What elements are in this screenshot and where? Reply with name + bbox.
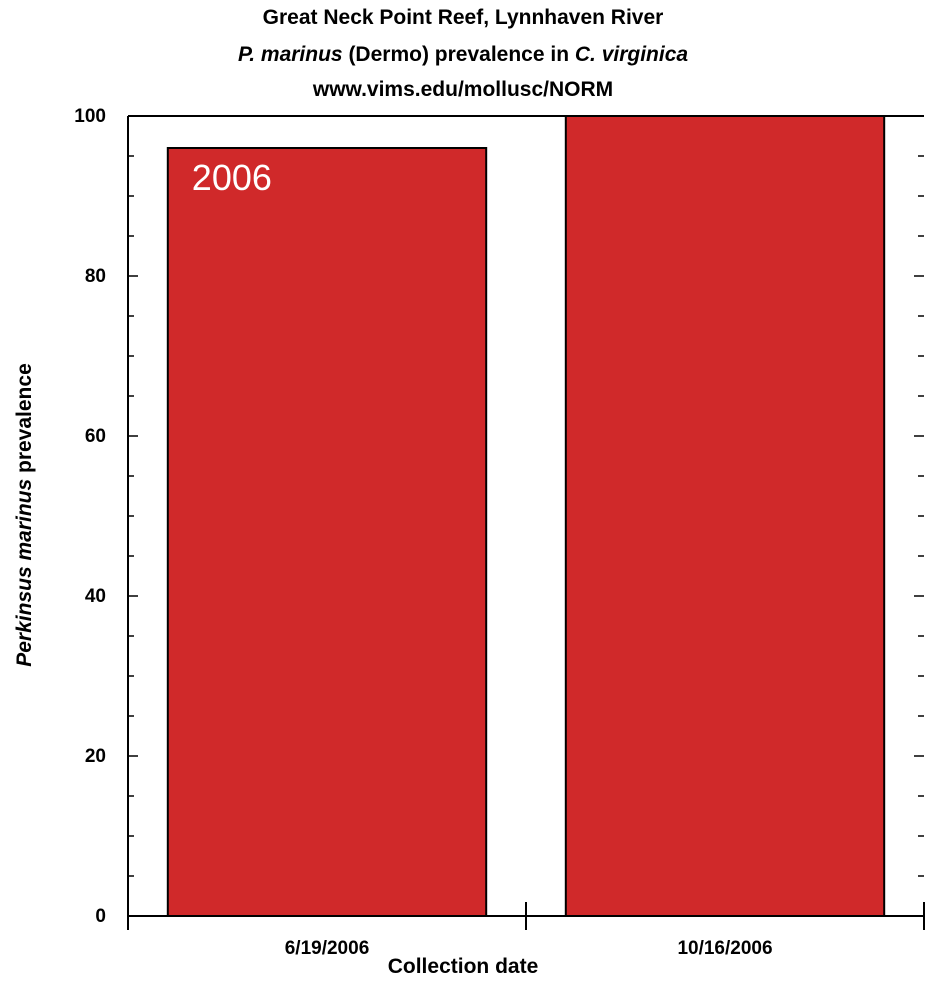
chart-title-line-1: Great Neck Point Reef, Lynnhaven River [262,6,664,29]
title-species-italic: P. marinus [237,43,343,66]
x-tick-label: 6/19/2006 [285,938,370,959]
x-axis-label: Collection date [387,955,539,978]
chart-title-line-2: P. marinus (Dermo) prevalence in C. virg… [0,43,926,67]
title-host-italic: C. virginica [574,43,689,66]
bar [166,147,488,917]
x-tick-label: 10/16/2006 [677,938,772,959]
y-tick-label: 40 [85,586,106,607]
chart-title-line-3: www.vims.edu/mollusc/NORM [312,78,614,101]
y-tick-label: 80 [85,266,106,287]
y-tick-label: 0 [95,906,106,927]
bar [564,115,886,917]
y-tick-label: 20 [85,746,106,767]
y-tick-label: 60 [85,426,106,447]
year-annotation: 2006 [192,157,272,198]
title-middle: (Dermo) prevalence in [342,43,575,66]
y-tick-label: 100 [74,106,106,127]
